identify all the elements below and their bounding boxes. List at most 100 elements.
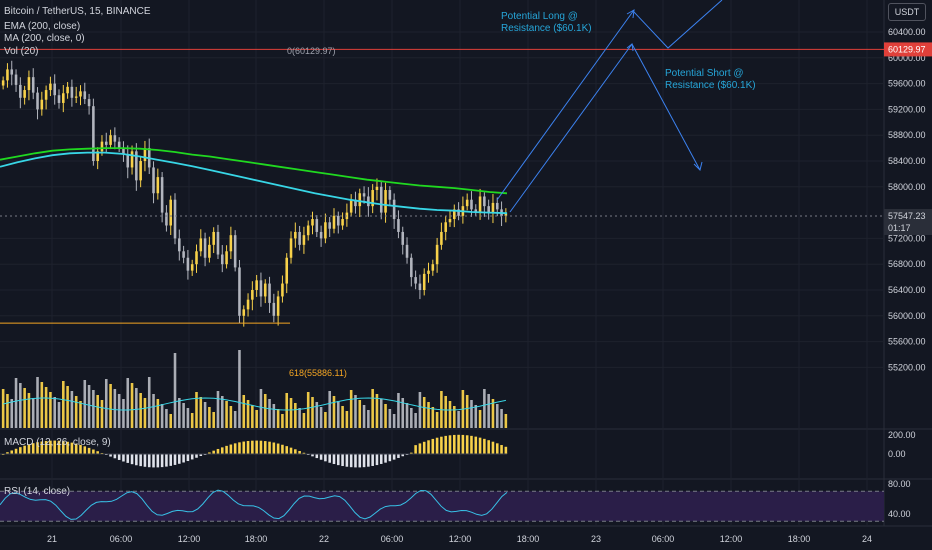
macd-histogram bbox=[0, 434, 508, 468]
ema-legend[interactable]: EMA (200, close) bbox=[4, 21, 81, 32]
volume-bars bbox=[1, 350, 508, 428]
macd-bar bbox=[96, 451, 99, 454]
macd-bar bbox=[109, 454, 112, 457]
macd-bar bbox=[440, 436, 443, 454]
volume-bar bbox=[371, 389, 374, 428]
price-tick-label: 56400.00 bbox=[888, 285, 926, 295]
volume-bar bbox=[384, 404, 387, 428]
volume-bar bbox=[255, 410, 258, 428]
candle-body bbox=[233, 235, 237, 268]
candle-body bbox=[79, 91, 82, 97]
volume-bar bbox=[495, 404, 499, 428]
candle-body bbox=[259, 280, 263, 297]
candle-body bbox=[371, 190, 374, 207]
resistance-price-label: 60129.97 bbox=[888, 44, 926, 54]
ma-legend[interactable]: MA (200, close, 0) bbox=[4, 33, 85, 44]
candle-body bbox=[44, 90, 48, 100]
volume-bar bbox=[182, 403, 185, 428]
macd-bar bbox=[478, 437, 482, 454]
currency-button[interactable]: USDT bbox=[888, 3, 926, 21]
volume-bar bbox=[74, 396, 78, 428]
volume-bar bbox=[251, 405, 254, 428]
volume-bar bbox=[126, 378, 130, 428]
volume-bar bbox=[49, 392, 52, 428]
candle-body bbox=[169, 199, 173, 226]
macd-bar bbox=[470, 435, 473, 454]
long-continuation bbox=[633, 0, 723, 49]
macd-bar bbox=[289, 447, 293, 454]
volume-bar bbox=[143, 398, 147, 428]
volume-bar bbox=[216, 391, 220, 428]
time-tick-label: 12:00 bbox=[178, 534, 201, 544]
time-tick-label: 18:00 bbox=[245, 534, 268, 544]
symbol-title[interactable]: Bitcoin / TetherUS, 15, BINANCE bbox=[4, 6, 151, 17]
macd-bar bbox=[294, 449, 297, 454]
macd-bar bbox=[19, 447, 22, 454]
volume-bar bbox=[229, 406, 233, 428]
volume-bar bbox=[263, 394, 267, 428]
candle-body bbox=[186, 257, 190, 271]
long-annotation-line1: Potential Long @ bbox=[501, 11, 578, 22]
macd-bar bbox=[345, 454, 349, 467]
candle-body bbox=[427, 270, 430, 274]
rsi-legend[interactable]: RSI (14, close) bbox=[4, 486, 71, 497]
candle-body bbox=[199, 238, 203, 252]
current-price-label: 57547.23 bbox=[888, 211, 926, 221]
candle-body bbox=[289, 238, 293, 258]
candle-body bbox=[70, 86, 74, 98]
volume-bar bbox=[113, 389, 117, 428]
macd-bar bbox=[186, 454, 190, 462]
macd-bar bbox=[367, 454, 370, 467]
macd-bar bbox=[152, 454, 155, 468]
candle-body bbox=[431, 264, 435, 271]
candle-body bbox=[220, 254, 224, 265]
candle-body bbox=[178, 238, 181, 252]
candle-body bbox=[392, 199, 396, 220]
macd-bar bbox=[199, 454, 203, 457]
volume-bar bbox=[401, 398, 405, 428]
candle-body bbox=[453, 209, 456, 220]
volume-bar bbox=[139, 393, 142, 428]
macd-bar bbox=[44, 440, 48, 454]
macd-bar bbox=[453, 434, 456, 454]
candle-body bbox=[405, 244, 409, 258]
candle-body bbox=[139, 161, 142, 181]
volume-bar bbox=[169, 414, 173, 428]
macd-bar bbox=[36, 442, 39, 454]
volume-bar bbox=[298, 408, 301, 428]
candle-body bbox=[160, 177, 164, 213]
volume-bar bbox=[448, 401, 452, 428]
volume-bar bbox=[457, 411, 460, 428]
rsi-tick-label: 80.00 bbox=[888, 479, 911, 489]
macd-bar bbox=[401, 454, 405, 457]
macd-bar bbox=[371, 454, 374, 466]
volume-bar bbox=[470, 400, 473, 428]
long-arrowhead bbox=[626, 9, 635, 19]
candle-body bbox=[27, 77, 31, 91]
candle-body bbox=[315, 219, 319, 232]
macd-bar bbox=[276, 443, 280, 454]
candle-body bbox=[195, 251, 198, 265]
macd-bar bbox=[379, 454, 383, 464]
macd-bar bbox=[495, 443, 499, 454]
candle-body bbox=[362, 193, 366, 197]
macd-bar bbox=[62, 441, 65, 454]
candle-body bbox=[298, 231, 301, 245]
macd-legend[interactable]: MACD (12, 26, close, 9) bbox=[4, 437, 111, 448]
macd-bar bbox=[251, 440, 254, 454]
candle-body bbox=[203, 238, 207, 258]
volume-bar bbox=[405, 403, 409, 428]
volume-bar bbox=[173, 353, 177, 428]
candle-body bbox=[324, 222, 327, 239]
volume-bar bbox=[87, 385, 91, 428]
volume-bar bbox=[388, 409, 392, 428]
mid-arrowhead bbox=[626, 43, 634, 52]
candle-body bbox=[152, 167, 155, 194]
macd-bar bbox=[160, 454, 164, 468]
time-tick-label: 06:00 bbox=[110, 534, 133, 544]
macd-bar bbox=[135, 454, 138, 466]
volume-legend[interactable]: Vol (20) bbox=[4, 46, 39, 57]
resistance-price-box bbox=[884, 42, 932, 57]
